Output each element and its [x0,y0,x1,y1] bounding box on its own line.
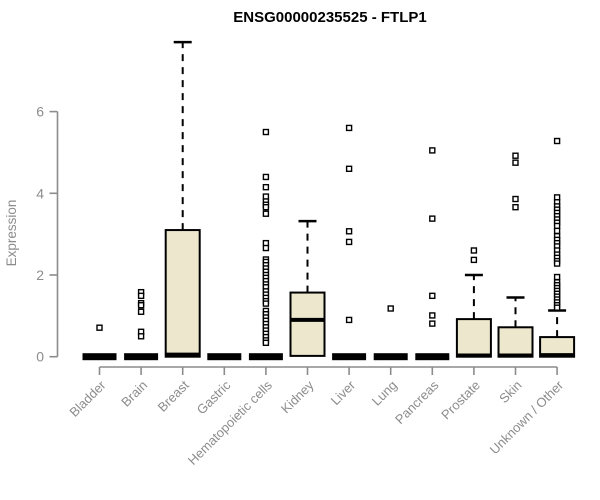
outlier-point [137,333,145,340]
collapsed-box [207,353,242,361]
collapsed-box [82,353,117,361]
outlier-point [137,308,145,315]
x-category-label: Skin [496,378,524,406]
collapsed-box [415,353,450,361]
outlier-point [512,159,519,166]
outlier-point [553,260,561,267]
x-category-label: Pancreas [392,377,442,427]
outlier-point [429,320,436,327]
x-category-label: Prostate [438,378,483,423]
outlier-point [470,247,478,254]
outlier-point [345,228,353,235]
outlier-point [137,302,145,309]
outlier-point [262,173,270,181]
collapsed-box [248,353,283,361]
outlier-point [262,128,270,136]
outlier-point [262,339,270,347]
box [455,318,492,358]
box [164,229,201,358]
y-tick-label: 0 [36,349,44,365]
outlier-point [512,195,519,203]
outlier-point [553,273,561,281]
outlier-point [553,304,561,311]
x-category-label: Brain [118,378,150,410]
y-axis-label: Expression [4,200,19,267]
outlier-point [262,203,270,211]
y-tick-label: 4 [36,185,44,201]
outlier-point [262,210,270,217]
outlier-point [262,244,270,252]
x-category-label: Lung [369,378,400,409]
outlier-point [345,238,353,246]
x-category-label: Kidney [278,377,317,416]
box [289,291,326,357]
outlier-point [96,324,103,331]
x-category-label: Bladder [66,377,109,420]
outlier-point [429,215,436,222]
outlier-point [553,227,561,235]
collapsed-box [332,353,367,361]
outlier-point [345,124,353,132]
outlier-point [429,147,436,154]
outlier-point [345,165,353,172]
collapsed-box [124,353,159,361]
outlier-point [429,312,436,319]
outlier-point [512,152,519,159]
outlier-point [429,292,436,300]
y-tick-label: 6 [36,104,44,120]
outlier-point [470,256,478,264]
x-category-label: Liver [328,377,359,408]
chart-title: ENSG00000235525 - FTLP1 [233,9,426,26]
x-category-label: Unknown / Other [487,377,567,457]
outlier-point [262,300,270,307]
y-tick-label: 2 [36,267,44,283]
outlier-point [512,203,519,211]
outlier-point [262,183,270,191]
x-category-label: Breast [155,377,192,414]
outlier-point [137,292,145,300]
outlier-point [553,137,561,145]
collapsed-box [373,353,408,361]
box [497,326,534,358]
outlier-point [345,316,353,324]
x-category-label: Gastric [194,377,234,417]
outlier-point [387,305,394,312]
